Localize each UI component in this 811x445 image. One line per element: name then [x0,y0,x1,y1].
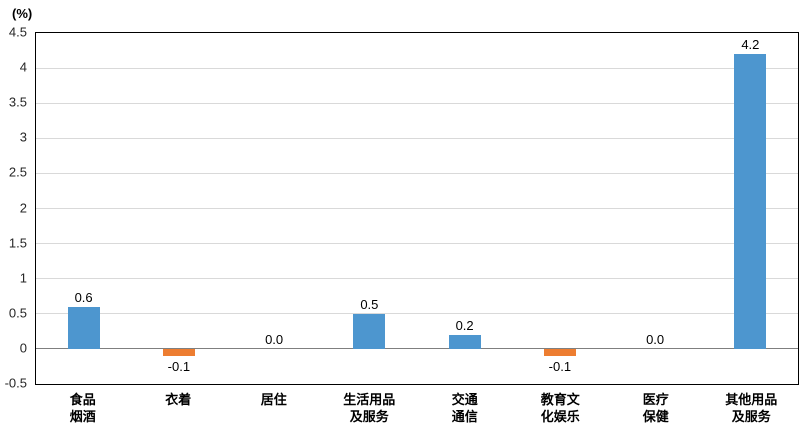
bar-value-label: 0.5 [360,296,379,312]
y-tick-label: 0.5 [8,305,27,321]
y-tick-label: 1 [19,270,27,286]
bar [448,334,481,349]
category-label: 医疗 保健 [642,392,669,424]
bar-value-label: 0.6 [74,289,93,305]
plot-area: 0.6 -0.1 0.0 0.5 0.2 -0.1 0.0 4.2 [35,32,799,385]
x-axis-category-labels: 食品 烟酒 衣着 居住 生活用品 及服务 交通 通信 教育文 化娱乐 医疗 保健 其他用品 及… [35,392,799,426]
y-tick-label: 3 [19,129,27,145]
bar [67,306,100,349]
gridline [36,67,798,69]
gridline [36,313,798,315]
category-label: 衣着 [165,392,192,407]
y-tick-label: 0 [19,340,27,356]
bar-value-label: 4.2 [741,37,760,53]
bar-value-label: 0.0 [265,331,284,347]
y-tick-label: -0.5 [4,375,27,391]
bar-value-label: -0.1 [548,358,572,374]
zero-axis-line [36,348,798,350]
category-label: 交通 通信 [451,392,478,424]
gridline [36,137,798,139]
bar-value-label: -0.1 [167,358,191,374]
y-tick-label: 1.5 [8,235,27,251]
category-label: 教育文 化娱乐 [540,392,580,424]
bar [543,348,576,356]
y-tick-label: 4.5 [8,24,27,40]
category-label: 食品 烟酒 [69,392,96,424]
category-label: 居住 [260,392,287,407]
bar [162,348,195,356]
category-label: 其他用品 及服务 [725,392,778,424]
bar-value-label: 0.0 [646,331,665,347]
gridline [36,243,798,245]
gridline [36,278,798,280]
y-axis-tick-labels: 4.5 4 3.5 3 2.5 2 1.5 1 0.5 0 -0.5 [0,0,31,445]
gridline [36,208,798,209]
y-tick-label: 2.5 [8,164,27,180]
y-tick-label: 3.5 [8,94,27,110]
category-label: 生活用品 及服务 [343,392,396,424]
bar [353,313,386,349]
bar [734,54,767,349]
gridline [36,172,798,174]
y-tick-label: 4 [19,59,27,75]
bar-value-label: 0.2 [455,317,474,333]
y-axis-unit-label: (%) [12,6,33,21]
gridline [36,102,798,104]
y-tick-label: 2 [19,200,27,215]
